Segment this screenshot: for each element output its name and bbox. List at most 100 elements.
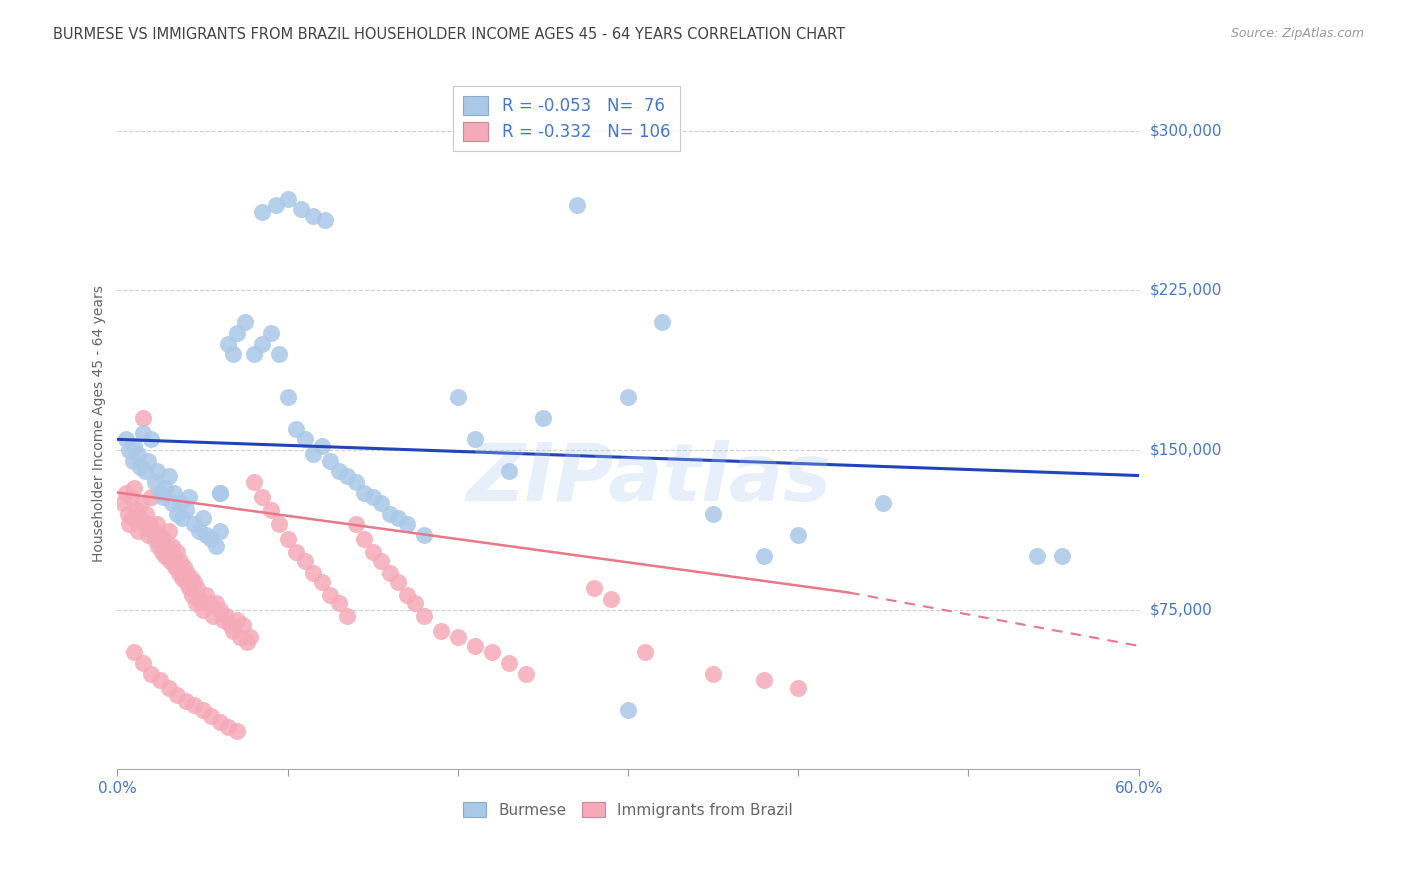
Point <box>177 582 200 596</box>
Point <box>115 433 138 447</box>
Point <box>344 517 367 532</box>
Point <box>314 213 336 227</box>
Point <box>152 490 174 504</box>
Point <box>702 507 724 521</box>
Text: $225,000: $225,000 <box>1150 283 1222 298</box>
Point <box>387 574 409 589</box>
Point <box>233 315 256 329</box>
Point <box>174 574 197 589</box>
Point <box>117 507 139 521</box>
Point <box>412 609 434 624</box>
Point <box>222 624 245 638</box>
Point <box>169 554 191 568</box>
Point <box>177 490 200 504</box>
Point <box>157 524 180 538</box>
Point <box>183 698 205 713</box>
Point <box>395 588 418 602</box>
Point <box>172 511 194 525</box>
Point <box>565 198 588 212</box>
Point <box>160 496 183 510</box>
Point <box>217 720 239 734</box>
Point <box>150 545 173 559</box>
Point <box>191 511 214 525</box>
Point <box>447 390 470 404</box>
Point <box>531 411 554 425</box>
Point <box>378 566 401 581</box>
Point <box>120 490 142 504</box>
Point <box>162 549 184 564</box>
Point <box>370 554 392 568</box>
Point <box>200 709 222 723</box>
Point <box>136 528 159 542</box>
Point <box>302 447 325 461</box>
Point <box>481 645 503 659</box>
Point <box>600 592 623 607</box>
Point <box>218 617 240 632</box>
Point <box>141 490 163 504</box>
Point <box>156 539 179 553</box>
Point <box>124 439 146 453</box>
Point <box>153 549 176 564</box>
Point <box>208 485 231 500</box>
Point <box>754 549 776 564</box>
Point <box>311 574 333 589</box>
Point <box>173 560 195 574</box>
Point <box>787 528 810 542</box>
Point <box>167 566 190 581</box>
Point <box>336 468 359 483</box>
Point <box>702 666 724 681</box>
Point <box>225 723 247 738</box>
Point <box>285 422 308 436</box>
Point <box>412 528 434 542</box>
Point <box>236 634 259 648</box>
Point <box>344 475 367 489</box>
Point <box>208 602 231 616</box>
Point <box>498 656 520 670</box>
Point <box>118 442 141 457</box>
Point <box>225 326 247 340</box>
Point <box>166 688 188 702</box>
Text: Source: ZipAtlas.com: Source: ZipAtlas.com <box>1230 27 1364 40</box>
Legend: Burmese, Immigrants from Brazil: Burmese, Immigrants from Brazil <box>457 796 799 824</box>
Point <box>180 571 202 585</box>
Point <box>181 588 204 602</box>
Point <box>361 490 384 504</box>
Point <box>128 460 150 475</box>
Point <box>194 528 217 542</box>
Point <box>184 596 207 610</box>
Point <box>125 502 148 516</box>
Point <box>145 517 167 532</box>
Point <box>129 496 152 510</box>
Point <box>208 485 231 500</box>
Point <box>787 681 810 696</box>
Point <box>336 609 359 624</box>
Point <box>353 485 375 500</box>
Point <box>172 571 194 585</box>
Point <box>229 630 252 644</box>
Point <box>127 524 149 538</box>
Point <box>205 596 228 610</box>
Point <box>124 645 146 659</box>
Point <box>162 485 184 500</box>
Point <box>264 198 287 212</box>
Point <box>222 347 245 361</box>
Point <box>242 347 264 361</box>
Point <box>250 336 273 351</box>
Point <box>191 703 214 717</box>
Point <box>269 517 291 532</box>
Point <box>1050 549 1073 564</box>
Point <box>127 447 149 461</box>
Point <box>166 545 188 559</box>
Point <box>141 666 163 681</box>
Point <box>208 524 231 538</box>
Point <box>651 315 673 329</box>
Text: $150,000: $150,000 <box>1150 442 1222 458</box>
Point <box>259 326 281 340</box>
Point <box>582 582 605 596</box>
Point <box>328 464 350 478</box>
Point <box>515 666 537 681</box>
Point <box>132 411 155 425</box>
Point <box>118 517 141 532</box>
Point <box>277 533 299 547</box>
Point <box>294 554 316 568</box>
